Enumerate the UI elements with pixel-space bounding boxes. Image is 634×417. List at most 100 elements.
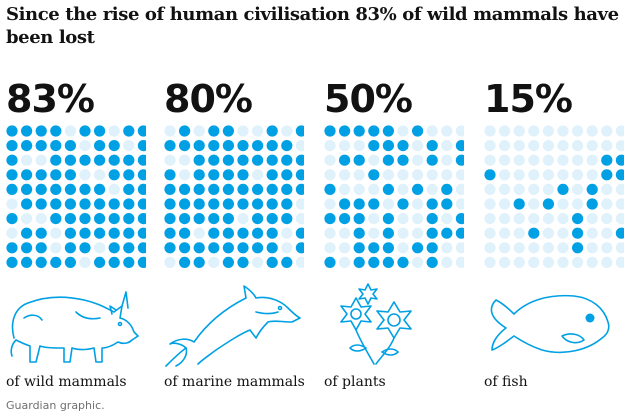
dot-lost: [266, 198, 278, 210]
dot-lost: [266, 154, 278, 166]
dot-remaining: [572, 125, 584, 137]
dot-remaining: [601, 183, 613, 195]
dot-remaining: [557, 213, 569, 225]
dot-lost: [108, 242, 120, 254]
dot-lost: [94, 213, 106, 225]
dot-lost: [50, 183, 62, 195]
dot-lost: [137, 183, 146, 195]
dot-remaining: [252, 125, 264, 137]
dot-lost: [123, 213, 135, 225]
dot-remaining: [368, 213, 380, 225]
dot-lost: [222, 140, 234, 152]
dot-remaining: [601, 125, 613, 137]
dot-lost: [295, 169, 304, 181]
dot-lost: [368, 198, 380, 210]
dot-lost: [353, 125, 365, 137]
dot-remaining: [193, 125, 205, 137]
dot-remaining: [542, 169, 554, 181]
dot-remaining: [397, 183, 409, 195]
dot-lost: [208, 183, 220, 195]
dot-remaining: [586, 125, 598, 137]
dot-lost: [295, 125, 304, 137]
dot-lost: [164, 183, 176, 195]
dot-remaining: [382, 198, 394, 210]
dot-remaining: [164, 154, 176, 166]
dot-remaining: [295, 213, 304, 225]
dot-remaining: [484, 227, 496, 239]
chart-title: Since the rise of human civilisation 83%…: [6, 4, 619, 48]
dot-lost: [21, 256, 33, 268]
dot-remaining: [499, 183, 511, 195]
dot-lost: [455, 213, 464, 225]
dot-lost: [208, 242, 220, 254]
dolphin-icon: [165, 285, 301, 367]
dot-remaining: [586, 242, 598, 254]
dot-lost: [353, 198, 365, 210]
dot-remaining: [179, 154, 191, 166]
dot-lost: [21, 169, 33, 181]
dot-lost: [123, 125, 135, 137]
dot-lost: [266, 213, 278, 225]
dot-remaining: [615, 242, 624, 254]
dot-lost: [382, 256, 394, 268]
dot-lost: [35, 140, 47, 152]
dot-remaining: [6, 198, 18, 210]
dot-lost: [441, 183, 453, 195]
dot-remaining: [208, 256, 220, 268]
dot-remaining: [295, 256, 304, 268]
percent-label: 83%: [6, 77, 95, 121]
dot-remaining: [339, 242, 351, 254]
dot-lost: [252, 227, 264, 239]
dot-lost: [572, 242, 584, 254]
dot-remaining: [542, 242, 554, 254]
dot-lost: [412, 125, 424, 137]
dot-remaining: [441, 125, 453, 137]
category-label: of plants: [324, 374, 386, 390]
dot-lost: [108, 256, 120, 268]
dot-lost: [353, 227, 365, 239]
dot-lost: [123, 256, 135, 268]
dot-remaining: [528, 213, 540, 225]
dot-lost: [35, 183, 47, 195]
dot-remaining: [572, 183, 584, 195]
dot-lost: [137, 198, 146, 210]
dot-remaining: [557, 227, 569, 239]
dot-lost: [353, 242, 365, 254]
dot-lost: [324, 213, 336, 225]
dot-remaining: [455, 256, 464, 268]
dot-lost: [295, 183, 304, 195]
dot-lost: [79, 227, 91, 239]
dot-lost: [64, 213, 76, 225]
category-label: of fish: [484, 374, 528, 390]
dot-lost: [123, 154, 135, 166]
dot-lost: [222, 183, 234, 195]
dot-lost: [108, 169, 120, 181]
dot-remaining: [353, 140, 365, 152]
dot-lost: [368, 140, 380, 152]
dot-lost: [324, 125, 336, 137]
dot-lost: [237, 198, 249, 210]
dot-remaining: [94, 242, 106, 254]
dot-remaining: [252, 169, 264, 181]
dot-remaining: [324, 140, 336, 152]
dot-lost: [222, 227, 234, 239]
dot-lost: [572, 213, 584, 225]
dot-lost: [368, 169, 380, 181]
dot-lost: [208, 140, 220, 152]
dot-remaining: [615, 256, 624, 268]
dot-remaining: [499, 125, 511, 137]
dot-remaining: [339, 227, 351, 239]
percent-label: 15%: [484, 77, 573, 121]
dot-remaining: [601, 213, 613, 225]
dot-remaining: [499, 169, 511, 181]
dot-remaining: [237, 213, 249, 225]
waffle-grid: [324, 125, 464, 268]
flower-icon: [340, 283, 412, 365]
dot-lost: [484, 169, 496, 181]
dot-lost: [179, 227, 191, 239]
dot-lost: [6, 183, 18, 195]
dot-lost: [123, 169, 135, 181]
dot-lost: [222, 198, 234, 210]
dot-lost: [237, 183, 249, 195]
dot-remaining: [484, 256, 496, 268]
